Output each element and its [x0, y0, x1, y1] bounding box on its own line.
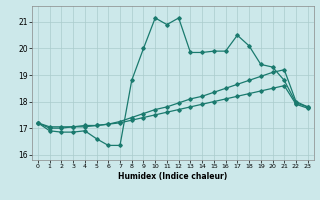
X-axis label: Humidex (Indice chaleur): Humidex (Indice chaleur) — [118, 172, 228, 181]
